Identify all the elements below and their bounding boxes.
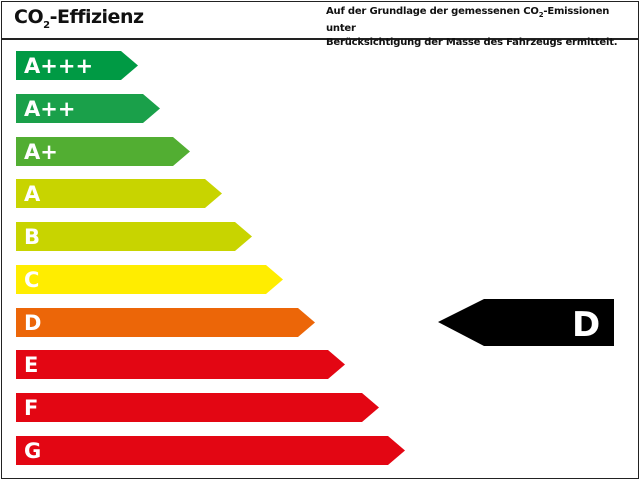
class-bar-a: A bbox=[16, 179, 222, 208]
class-arrow bbox=[16, 222, 252, 251]
title-subscript: 2 bbox=[43, 19, 50, 31]
class-arrow bbox=[16, 308, 315, 337]
header-note: Auf der Grundlage der gemessenen CO2-Emi… bbox=[326, 5, 626, 50]
class-label: C bbox=[24, 268, 39, 292]
class-label: G bbox=[24, 439, 41, 463]
class-arrow bbox=[16, 436, 405, 465]
class-arrow bbox=[16, 179, 222, 208]
class-arrow bbox=[16, 51, 138, 80]
class-arrow bbox=[16, 265, 283, 294]
class-label: A+++ bbox=[24, 54, 93, 78]
rating-label: D bbox=[572, 305, 600, 345]
class-bar-e: E bbox=[16, 350, 345, 379]
title-suffix: -Effizienz bbox=[49, 6, 144, 28]
title-prefix: CO bbox=[14, 6, 44, 28]
class-label: F bbox=[24, 396, 38, 420]
class-arrow bbox=[16, 137, 190, 166]
label-title: CO2-Effizienz bbox=[14, 6, 144, 31]
class-bar-d: D bbox=[16, 308, 315, 337]
note-line1-prefix: Auf der Grundlage der gemessenen CO bbox=[326, 6, 539, 17]
class-label: B bbox=[24, 225, 40, 249]
class-label: A+ bbox=[24, 140, 58, 164]
header-divider bbox=[1, 38, 639, 40]
class-label: E bbox=[24, 353, 38, 377]
class-bar-b: B bbox=[16, 222, 252, 251]
class-label: A++ bbox=[24, 97, 75, 121]
note-line1-suffix: -Emissionen unter bbox=[326, 6, 610, 34]
class-bar-g: G bbox=[16, 436, 405, 465]
class-label: A bbox=[24, 182, 41, 206]
note-subscript: 2 bbox=[538, 11, 544, 19]
rating-indicator: D bbox=[438, 299, 614, 346]
class-bar-aplus: A+ bbox=[16, 137, 190, 166]
class-bar-c: C bbox=[16, 265, 283, 294]
class-bar-f: F bbox=[16, 393, 379, 422]
class-arrow bbox=[16, 393, 379, 422]
rating-arrow bbox=[438, 299, 614, 346]
class-arrow bbox=[16, 350, 345, 379]
class-bar-aplusplusplus: A+++ bbox=[16, 51, 138, 80]
class-bar-aplusplus: A++ bbox=[16, 94, 160, 123]
note-line2: Berücksichtigung der Masse des Fahrzeugs… bbox=[326, 37, 618, 48]
class-arrow bbox=[16, 94, 160, 123]
class-label: D bbox=[24, 311, 41, 335]
